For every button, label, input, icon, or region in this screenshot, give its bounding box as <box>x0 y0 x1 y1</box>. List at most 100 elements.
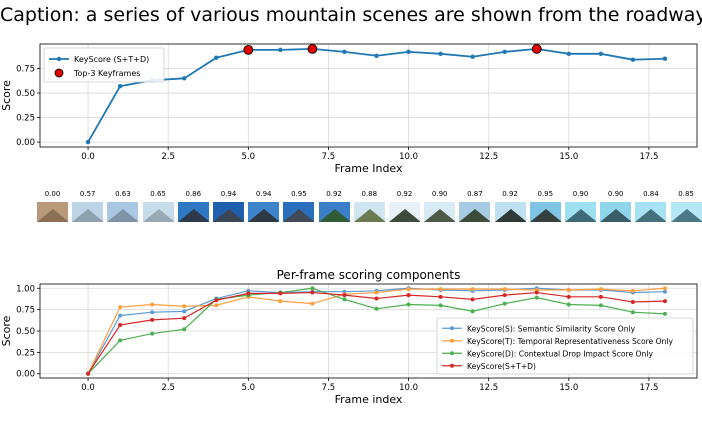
thumbnail-mountain <box>494 209 526 222</box>
legend-swatch-marker <box>450 338 454 343</box>
legend-label: KeyScore(D): Contextual Drop Impact Scor… <box>467 349 653 358</box>
data-point <box>150 331 155 336</box>
top-keyframe-marker <box>307 44 318 54</box>
x-tick-label: 12.5 <box>479 383 498 393</box>
thumbnail-mountain <box>389 209 420 222</box>
data-point <box>374 296 379 301</box>
thumbnail-mountain <box>213 209 244 222</box>
x-tick-label: 7.5 <box>322 152 336 162</box>
thumbnail-mountain <box>283 209 315 222</box>
y-tick-label: 0.00 <box>16 370 35 380</box>
thumbnail-mountain <box>248 209 280 222</box>
thumbnail-mountain <box>459 209 491 222</box>
thumbnail-score: 0.95 <box>291 190 307 198</box>
data-point <box>406 287 411 292</box>
thumbnail-frame <box>600 202 632 222</box>
y-axis-label: Score <box>0 315 13 346</box>
x-tick-label: 0.0 <box>81 383 95 393</box>
legend-label: KeyScore (S+T+D) <box>74 55 149 64</box>
data-point <box>118 338 123 343</box>
thumbnail-score: 0.00 <box>44 190 61 198</box>
data-point <box>598 51 604 57</box>
thumbnail-frame <box>283 202 315 222</box>
thumbnail-mountain <box>177 209 209 222</box>
data-point <box>662 299 667 304</box>
data-point <box>182 304 187 309</box>
data-point <box>118 313 123 318</box>
data-point <box>502 49 507 55</box>
legend-label: KeyScore(S): Semantic Similarity Score O… <box>467 324 636 333</box>
data-point <box>278 47 283 53</box>
y-tick-label: 0.50 <box>16 89 35 99</box>
data-point <box>662 311 667 316</box>
legend-box <box>43 47 165 83</box>
data-point <box>182 76 187 81</box>
data-point <box>438 287 443 292</box>
data-point <box>118 323 123 328</box>
thumbnail-frame <box>459 202 491 222</box>
data-point <box>374 306 379 311</box>
data-point <box>406 302 411 307</box>
data-point <box>598 287 603 292</box>
data-point <box>150 310 155 315</box>
data-point <box>374 53 379 58</box>
data-point <box>534 290 539 295</box>
x-tick-label: 2.5 <box>161 383 175 393</box>
data-point <box>630 299 635 304</box>
data-point <box>86 371 91 376</box>
y-tick-label: 0.00 <box>16 138 35 148</box>
thumbnail-score: 0.63 <box>115 190 131 198</box>
thumbnail-mountain <box>142 209 174 222</box>
x-tick-label: 15.0 <box>559 383 578 393</box>
data-point <box>566 294 571 299</box>
thumbnail-mountain <box>600 209 632 222</box>
data-point <box>342 49 347 55</box>
data-point <box>406 49 411 55</box>
thumbnail-score: 0.92 <box>326 190 342 198</box>
thumbnail-score: 0.92 <box>502 190 518 198</box>
legend-label: KeyScore(S+T+D) <box>467 362 536 371</box>
legend-label: Top-3 Keyframes <box>73 69 140 78</box>
data-point <box>662 56 668 61</box>
data-point <box>566 51 572 57</box>
legend-swatch-marker <box>450 326 454 331</box>
data-point <box>470 297 475 302</box>
thumbnail-mountain <box>424 209 456 222</box>
thumbnail-mountain <box>353 209 385 222</box>
thumbnail-mountain <box>318 209 350 222</box>
x-tick-label: 17.5 <box>639 383 658 393</box>
data-point <box>150 317 155 322</box>
x-tick-label: 7.5 <box>322 383 336 393</box>
thumbnail-frame <box>353 202 385 222</box>
data-point <box>438 294 443 299</box>
thumbnail-frame <box>248 202 280 222</box>
data-point <box>150 302 155 307</box>
thumbnail-mountain <box>670 209 702 222</box>
thumbnail-frame <box>72 202 104 222</box>
thumbnail-mountain <box>72 209 104 222</box>
thumbnail-mountain <box>107 209 139 222</box>
legend-swatch-marker <box>450 351 454 356</box>
x-tick-label: 5.0 <box>242 152 256 162</box>
thumbnail-score: 0.92 <box>396 190 413 198</box>
x-tick-label: 2.5 <box>161 152 175 162</box>
data-point <box>598 294 603 299</box>
data-point <box>470 287 475 292</box>
y-tick-label: 0.25 <box>16 114 35 124</box>
thumbnail-score: 0.57 <box>79 190 96 198</box>
data-point <box>117 83 123 89</box>
x-axis-label: Frame index <box>335 393 403 406</box>
data-point <box>246 291 251 296</box>
thumbnail-frame <box>529 202 561 222</box>
y-tick-label: 0.50 <box>16 327 35 337</box>
x-tick-label: 5.0 <box>242 383 256 393</box>
thumbnail-score: 0.87 <box>467 190 483 198</box>
thumbnail-frame <box>565 202 596 222</box>
thumbnail-frame <box>389 202 420 222</box>
data-point <box>502 293 507 298</box>
figure-caption: Caption: a series of various mountain sc… <box>0 4 702 26</box>
thumbnail-frame <box>318 202 350 222</box>
thumbnail-mountain <box>37 209 68 222</box>
data-point <box>630 57 636 62</box>
thumbnail-score: 0.84 <box>643 190 659 198</box>
